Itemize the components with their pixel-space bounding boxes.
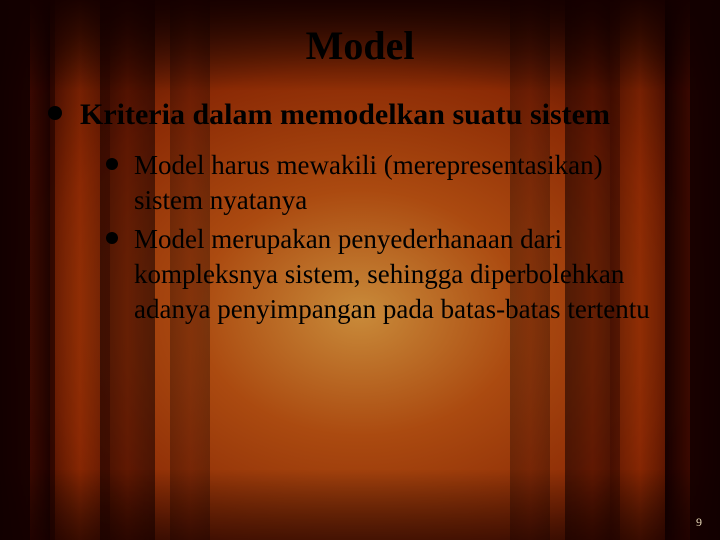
bullet-icon <box>48 106 62 120</box>
slide-title: Model <box>48 24 672 68</box>
page-number: 9 <box>696 515 702 530</box>
bullet-icon <box>106 232 118 244</box>
level2-item: Model harus mewakili (merepresentasikan)… <box>106 148 672 218</box>
level2-item: Model merupakan penyederhanaan dari komp… <box>106 222 672 327</box>
slide: Model Kriteria dalam memodelkan suatu si… <box>0 0 720 540</box>
level1-item: Kriteria dalam memodelkan suatu sistem <box>48 96 672 134</box>
bullet-icon <box>106 158 118 170</box>
content-area: Model Kriteria dalam memodelkan suatu si… <box>0 0 720 540</box>
level2-list: Model harus mewakili (merepresentasikan)… <box>106 148 672 327</box>
level2-text: Model harus mewakili (merepresentasikan)… <box>134 148 672 218</box>
level2-text: Model merupakan penyederhanaan dari komp… <box>134 222 672 327</box>
level1-text: Kriteria dalam memodelkan suatu sistem <box>80 96 610 134</box>
